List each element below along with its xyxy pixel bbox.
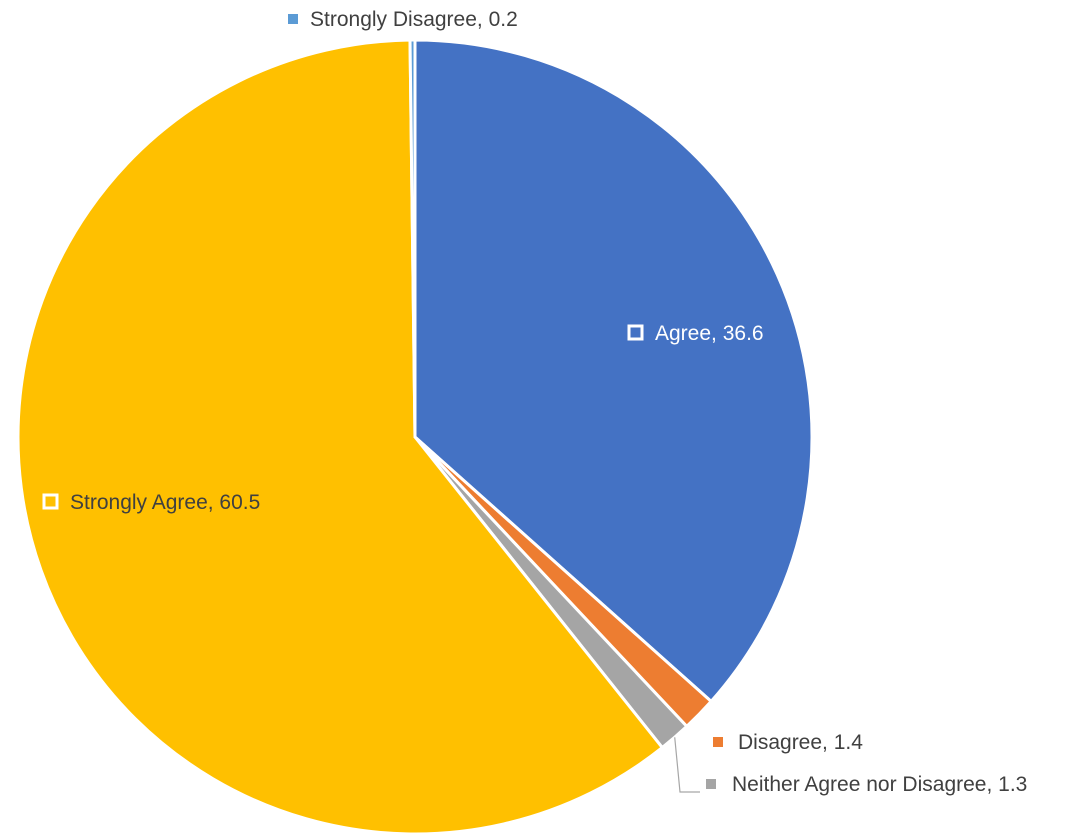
data-label-disagree: Disagree, 1.4	[738, 731, 863, 754]
data-label-agree: Agree, 36.6	[655, 322, 764, 345]
label-marker-strongly-disagree	[288, 14, 298, 24]
pie-slices	[16, 38, 814, 836]
label-marker-disagree	[713, 737, 723, 747]
label-marker-neither	[706, 779, 716, 789]
data-label-strongly-agree: Strongly Agree, 60.5	[70, 491, 260, 514]
pie-slice-strongly-agree	[16, 38, 664, 836]
label-neither: Neither Agree nor Disagree, 1.3	[706, 773, 1027, 796]
label-strongly-disagree: Strongly Disagree, 0.2	[288, 8, 518, 31]
leader-line-neither	[674, 737, 700, 793]
label-marker-strongly-agree	[42, 493, 59, 510]
data-label-neither: Neither Agree nor Disagree, 1.3	[732, 773, 1027, 796]
label-marker-agree	[627, 324, 644, 341]
label-disagree: Disagree, 1.4	[713, 731, 863, 754]
data-label-strongly-disagree: Strongly Disagree, 0.2	[310, 8, 518, 31]
label-strongly-agree: Strongly Agree, 60.5	[42, 491, 260, 514]
data-labels: Strongly Disagree, 0.2 Agree, 36.6 Stron…	[42, 8, 1027, 796]
label-agree: Agree, 36.6	[627, 322, 764, 345]
leader-lines	[674, 737, 700, 793]
pie-slice-agree	[413, 38, 814, 703]
pie-slice-strongly-disagree	[408, 38, 417, 439]
